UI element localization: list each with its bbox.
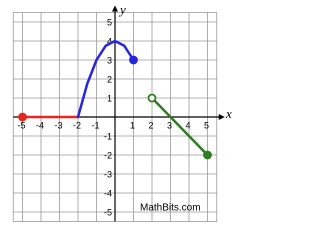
x-tick-label: 1	[130, 120, 135, 130]
y-tick-label: 5	[107, 17, 112, 27]
closed-endpoint	[203, 150, 212, 160]
closed-endpoint	[18, 112, 27, 122]
y-tick-label: 2	[107, 74, 112, 84]
y-tick-label: 1	[107, 93, 112, 103]
x-axis-arrow	[218, 114, 225, 120]
closed-endpoint	[129, 55, 138, 65]
x-axis-title: x	[225, 106, 232, 121]
x-tick-label: 3	[167, 120, 172, 130]
x-tick-label: 4	[185, 120, 190, 130]
y-tick-label: -4	[104, 188, 112, 198]
y-tick-label: 4	[107, 36, 112, 46]
series-line	[76, 39, 135, 119]
open-endpoint	[147, 93, 157, 103]
y-tick-label: -1	[104, 131, 112, 141]
chart: -5 -4 -3 -2 -1 1 2 3 4 5 -5 -4 -3 -2 -1 1 2 3 4 5 MathBits.c…	[12, 2, 232, 222]
x-tick-label: -4	[36, 120, 44, 130]
y-axis-arrow	[112, 5, 118, 12]
y-tick-label: -3	[104, 169, 112, 179]
x-tick-label: 2	[148, 120, 153, 130]
y-tick-label: -5	[104, 207, 112, 217]
x-tick-label: -5	[17, 120, 25, 130]
y-axis-title: y	[118, 2, 126, 17]
source: MathBits.com	[140, 203, 201, 214]
y-tick-label: -2	[104, 150, 112, 160]
y-tick-label: 3	[107, 55, 112, 65]
x-tick-label: -3	[54, 120, 62, 130]
series-line	[150, 96, 209, 157]
x-tick-label: -2	[73, 120, 81, 130]
x-tick-label: -1	[91, 120, 99, 130]
x-tick-label: 5	[204, 120, 209, 130]
page: {"chart_data": {"type": "line", "x_label…	[12, 1, 232, 222]
